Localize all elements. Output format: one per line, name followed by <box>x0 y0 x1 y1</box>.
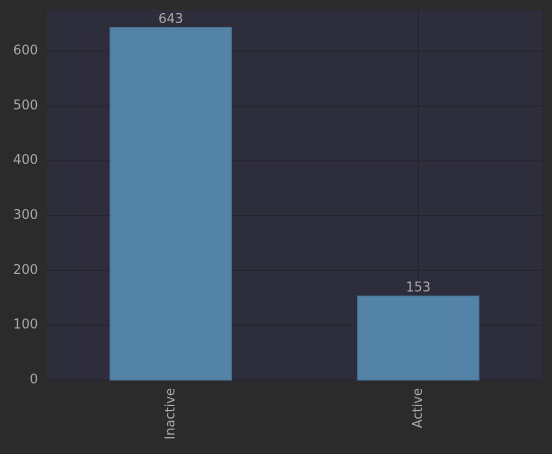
bar <box>109 27 232 381</box>
y-tick-label: 600 <box>13 44 38 59</box>
value-label: 643 <box>158 12 183 27</box>
y-tick-label: 100 <box>13 318 38 333</box>
x-tick-label: Inactive <box>163 388 178 440</box>
y-tick-label: 200 <box>13 263 38 278</box>
value-label: 153 <box>406 281 431 296</box>
y-tick-label: 0 <box>30 373 38 388</box>
y-tick-label: 300 <box>13 208 38 223</box>
x-tick-label: Active <box>411 388 426 428</box>
y-tick-label: 400 <box>13 153 38 168</box>
bar <box>357 295 480 381</box>
y-tick-label: 500 <box>13 98 38 113</box>
